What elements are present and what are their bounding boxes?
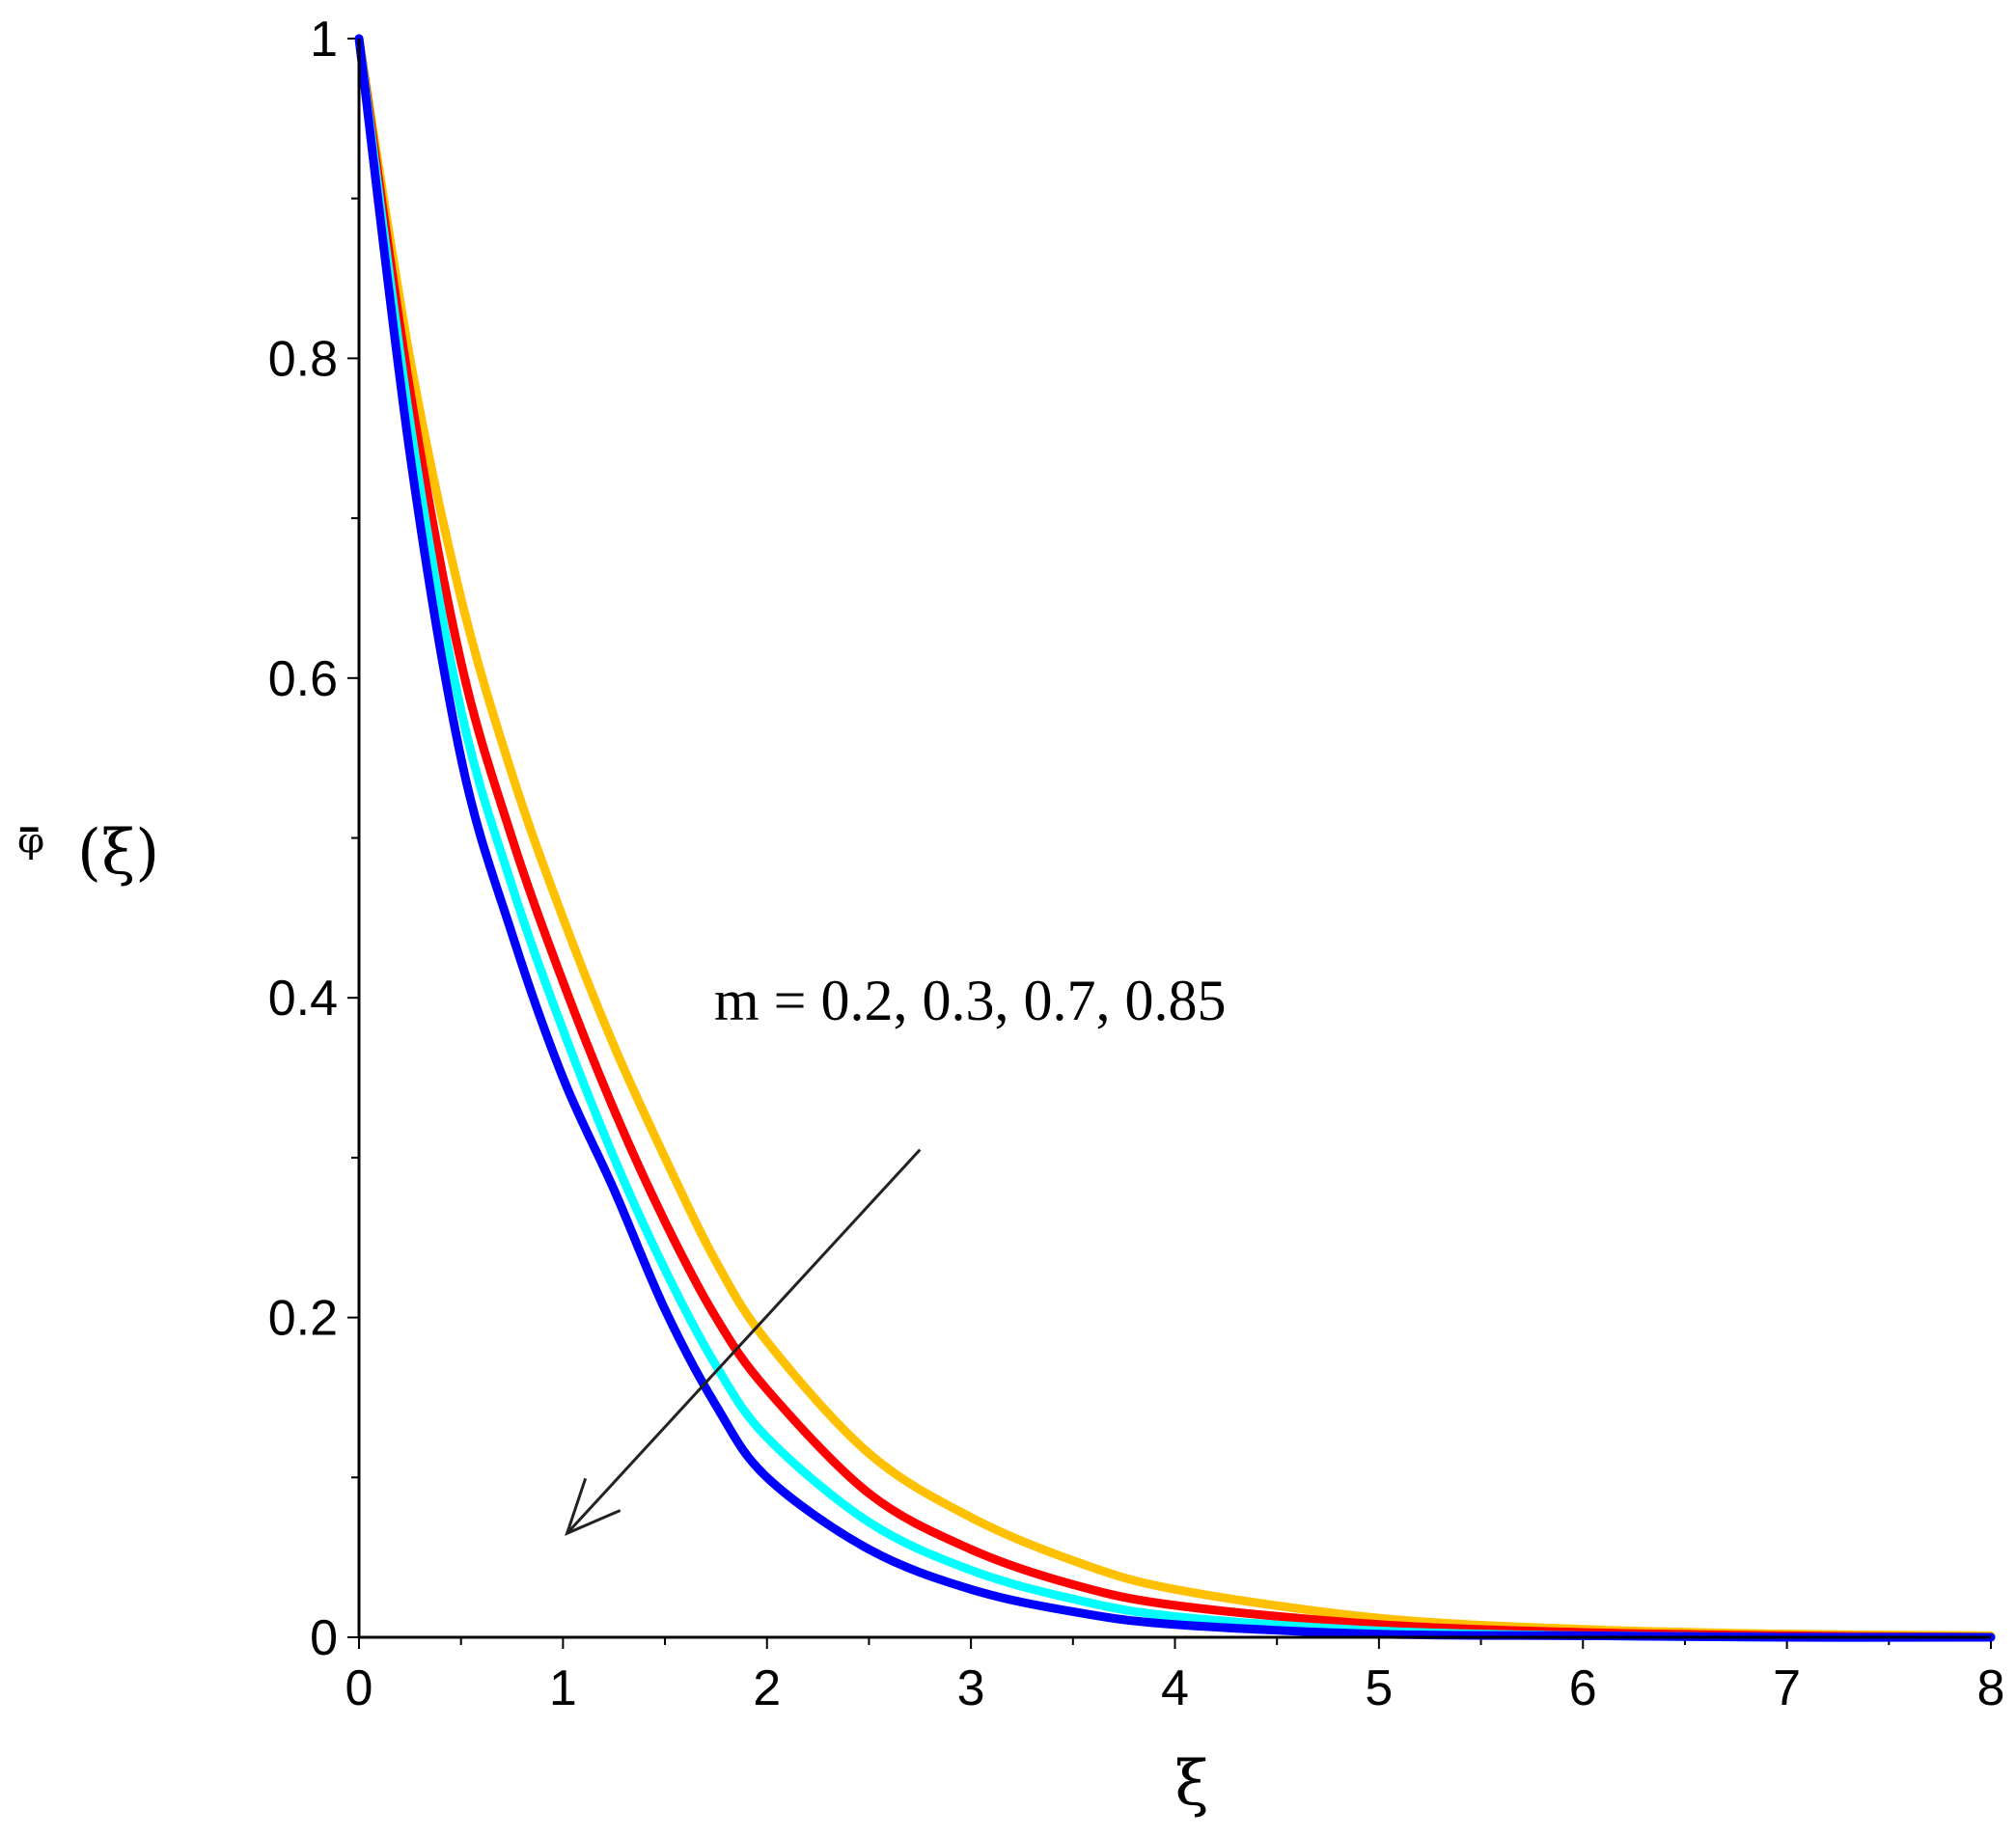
y-tick-label: 0.6 (268, 651, 338, 707)
minor-ticks (347, 38, 1992, 1649)
x-axis-title: ξ (1174, 1748, 1208, 1820)
y-tick-label: 1 (310, 12, 338, 68)
series-line-3 (354, 34, 1996, 1642)
x-tick-labels: 0 1 2 3 4 5 6 7 8 (345, 1660, 2005, 1716)
x-tick-label: 4 (1161, 1660, 1189, 1716)
x-tick-label: 8 (1977, 1660, 2005, 1716)
y-axis-title: ᵠ̄ (ξ) (17, 817, 159, 889)
series-layer (354, 34, 1996, 1642)
y-tick-label: 0 (310, 1610, 338, 1666)
y-axis-title-arg: (ξ) (77, 817, 159, 889)
annotation-label: m = 0.2, 0.3, 0.7, 0.85 (714, 969, 1227, 1032)
series-line-4 (354, 34, 1996, 1642)
x-tick-label: 2 (753, 1660, 781, 1716)
trend-arrow (565, 1148, 922, 1537)
y-tick-labels: 0 0.2 0.4 0.6 0.8 1 (268, 12, 338, 1666)
series-line-1 (354, 34, 1996, 1640)
x-tick-label: 6 (1569, 1660, 1597, 1716)
y-tick-label: 0.8 (268, 331, 338, 387)
x-tick-label: 0 (345, 1660, 373, 1716)
arrow-shaft (566, 1148, 922, 1535)
x-tick-label: 5 (1365, 1660, 1393, 1716)
x-tick-label: 7 (1773, 1660, 1801, 1716)
series-line-2 (354, 34, 1996, 1642)
x-tick-label: 3 (957, 1660, 985, 1716)
y-axis-title-glyph: ᵠ̄ (17, 817, 44, 889)
x-tick-label: 1 (549, 1660, 577, 1716)
y-tick-label: 0.4 (268, 971, 338, 1027)
arrow-head (565, 1477, 621, 1537)
y-tick-label: 0.2 (268, 1291, 338, 1347)
